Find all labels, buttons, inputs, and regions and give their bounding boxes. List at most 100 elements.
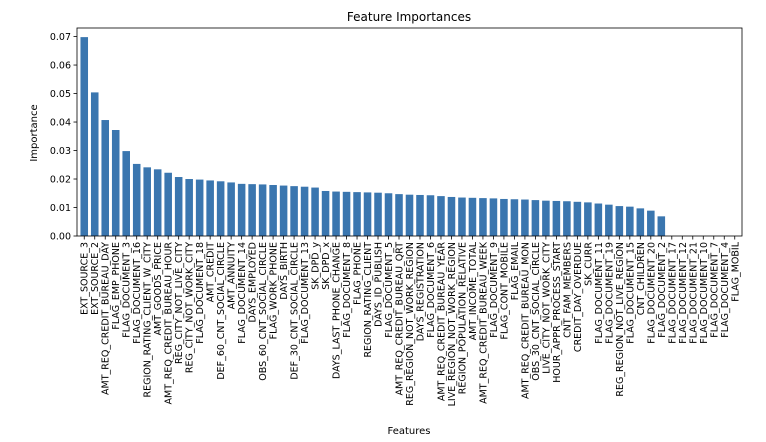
bar: [101, 120, 110, 236]
bar: [500, 198, 508, 236]
bar: [195, 179, 204, 236]
bar: [447, 196, 456, 236]
y-tick-label: 0.03: [50, 146, 71, 157]
bar: [563, 201, 571, 236]
x-tick-label: AMT_REQ_CREDIT_BUREAU_YEAR: [436, 242, 447, 402]
bar: [426, 195, 435, 236]
x-tick-label: AMT_REQ_CREDIT_BUREAU_QRT: [395, 242, 406, 396]
bar: [657, 216, 666, 236]
x-tick-label: SK_CURR: [583, 242, 594, 286]
x-tick-label: REG_REGION_NOT_LIVE_REGION: [615, 242, 626, 397]
x-tick-label: AMT_ANNUITY: [227, 242, 238, 310]
bar: [458, 197, 466, 236]
bar: [90, 92, 99, 236]
x-tick-label: REG_REGION_NOT_WORK_REGION: [405, 242, 416, 406]
x-tick-label: FLAG_MOBIL: [730, 241, 741, 301]
x-tick-label: FLAG_DOCUMENT_3: [122, 242, 133, 338]
x-tick-label: REGION_POPULATION_RELATIVE: [457, 242, 468, 394]
bars: [80, 37, 666, 236]
bar: [395, 194, 403, 236]
x-tick-label: OBS_30_CNT_SOCIAL_CIRCLE: [531, 242, 542, 381]
x-tick-label: EXT_SOURCE_2: [90, 242, 101, 315]
bar: [605, 204, 613, 236]
x-tick-label: AMT_GOODS_PRICE: [153, 242, 164, 335]
x-tick-label: FLAG_DOCUMENT_11: [594, 242, 605, 344]
x-tick-label: HOUR_APPR_PROCESS_START: [552, 242, 563, 383]
bar: [290, 186, 298, 236]
x-tick-label: FLAG_DOCUMENT_6: [426, 242, 437, 338]
bar: [489, 198, 498, 236]
x-tick-label: FLAG_DOCUMENT_2: [657, 242, 668, 338]
x-tick-label: FLAG_EMAIL: [510, 241, 521, 300]
bar: [185, 179, 193, 236]
x-tick-label: FLAG_DOCUMENT_5: [384, 242, 395, 338]
bar: [174, 177, 183, 236]
bar: [626, 206, 634, 236]
bar: [374, 192, 382, 236]
bar: [542, 200, 550, 236]
x-tick-label: FLAG_DOCUMENT_20: [646, 242, 657, 344]
y-tick-label: 0.02: [50, 175, 71, 186]
bar: [122, 151, 130, 236]
bar: [479, 198, 487, 236]
x-axis: EXT_SOURCE_3 EXT_SOURCE_2 AMT_REQ_CREDIT_B…: [80, 236, 741, 406]
bar: [521, 199, 529, 236]
chart-title: Feature Importances: [347, 10, 471, 24]
bar: [237, 183, 246, 236]
x-tick-label: DAYS_EMPLOYED: [248, 242, 259, 322]
bar: [342, 191, 351, 236]
bar: [468, 197, 477, 236]
x-tick-label: FLAG_DOCUMENT_10: [699, 242, 710, 344]
x-tick-label: CREDIT_DAY_OVERDUE: [573, 242, 584, 352]
bar: [531, 200, 540, 236]
x-tick-label: FLAG_DOCUMENT_12: [678, 242, 689, 344]
y-axis-label: Importance: [29, 104, 40, 161]
y-axis: 0.00 0.01 0.02 0.03 0.04 0.05 0.06 0.07: [50, 32, 77, 243]
x-tick-label: REG_CITY_NOT_WORK_CITY: [185, 242, 196, 373]
bar: [269, 184, 277, 236]
y-tick-label: 0.01: [50, 203, 71, 214]
bar: [384, 193, 393, 236]
bar: [143, 167, 151, 236]
x-tick-label: REGION_RATING_CLIENT: [363, 242, 374, 358]
bar: [321, 190, 330, 236]
y-tick-label: 0.05: [50, 89, 71, 100]
bar: [510, 199, 519, 236]
bar: [636, 208, 645, 236]
x-tick-label: CNT_FAM_MEMBERS: [562, 242, 573, 338]
x-tick-label: DAYS_ID_PUBLISH: [374, 242, 385, 327]
bar: [216, 181, 225, 236]
bar: [80, 37, 89, 236]
x-tick-label: FLAG_DOCUMENT_13: [300, 242, 311, 344]
bar: [164, 172, 172, 236]
x-tick-label: FLAG_DOCUMENT_18: [195, 242, 206, 344]
bar: [552, 200, 561, 236]
y-tick-label: 0.07: [50, 32, 71, 43]
bar: [132, 163, 141, 236]
x-tick-label: DAYS_BIRTH: [279, 242, 290, 300]
x-tick-label: FLAG_DOCUMENT_19: [604, 242, 615, 344]
x-tick-label: FLAG_EMP_PHONE: [111, 242, 122, 330]
x-tick-label: LIVE_REGION_NOT_WORK_REGION: [447, 242, 458, 406]
x-tick-label: REGION_RATING_CLIENT_W_CITY: [143, 242, 154, 398]
x-tick-label: AMT_CREDIT: [206, 242, 217, 303]
bar: [584, 202, 592, 236]
x-tick-label: FLAG_DOCUMENT_21: [688, 242, 699, 344]
x-tick-label: FLAG_DOCUMENT_14: [237, 242, 248, 344]
x-tick-label: FLAG_PHONE: [353, 242, 364, 305]
x-tick-label: AMT_INCOME_TOTAL: [468, 241, 479, 340]
y-tick-label: 0.00: [50, 232, 71, 243]
x-tick-label: OBS_60_CNT_SOCIAL_CIRCLE: [258, 242, 269, 381]
bar: [416, 194, 424, 236]
bar: [300, 186, 309, 236]
y-tick-label: 0.06: [50, 61, 71, 72]
x-tick-label: FLAG_DOCUMENT_9: [489, 242, 500, 338]
x-tick-label: FLAG_WORK_PHONE: [269, 242, 280, 339]
bar: [615, 206, 624, 236]
x-tick-label: AMT_REQ_CREDIT_BUREAU_WEEK: [478, 241, 489, 404]
bar: [227, 182, 235, 236]
x-tick-label: EXT_SOURCE_3: [80, 242, 91, 315]
x-axis-label: Features: [388, 426, 431, 437]
x-tick-label: DAYS_LAST_PHONE_CHANGE: [332, 242, 343, 379]
